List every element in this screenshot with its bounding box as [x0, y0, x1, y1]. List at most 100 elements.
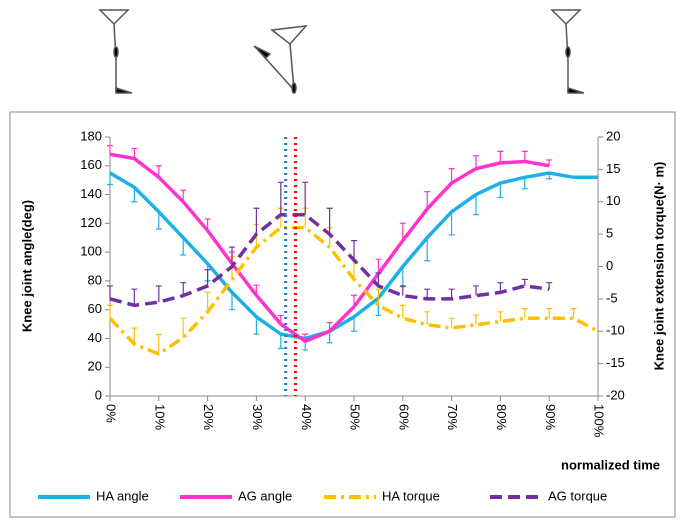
- error-bar: [253, 316, 260, 335]
- y2-tick-label: -5: [606, 290, 618, 305]
- error-bar: [277, 334, 284, 350]
- error-bar: [180, 237, 187, 256]
- y2-tick-label: 5: [606, 226, 613, 241]
- error-bar: [131, 327, 138, 345]
- stick-figures: [98, 9, 585, 94]
- error-bar: [107, 285, 113, 299]
- y-axis-label: Knee joint angle(deg): [19, 200, 34, 332]
- series-line: [109, 171, 598, 341]
- x-tick-label: 90%: [543, 404, 558, 430]
- y-tick-label: 160: [80, 157, 102, 172]
- y2-axis-label: Knee joint extension torque(N· m): [651, 162, 666, 371]
- error-bar: [277, 181, 284, 215]
- figure-hip: [270, 25, 308, 46]
- error-bar: [473, 194, 479, 216]
- x-tick-label: 40%: [299, 404, 314, 430]
- error-bar: [473, 285, 479, 296]
- error-bar: [497, 150, 504, 163]
- y2-tick-label: 20: [606, 128, 620, 143]
- y-tick-label: 120: [80, 215, 102, 230]
- error-bar: [180, 282, 187, 296]
- x-tick-label: 0%: [104, 404, 119, 423]
- error-bar: [448, 317, 455, 329]
- legend-label: AG angle: [238, 488, 292, 503]
- series-line: [109, 152, 550, 344]
- legend-label: HA angle: [96, 488, 149, 503]
- figure-foot: [567, 86, 585, 94]
- error-bar: [180, 317, 187, 338]
- error-bar: [546, 307, 553, 319]
- y2-tick-label: -15: [606, 355, 625, 370]
- error-bar: [399, 285, 406, 296]
- error-bar: [302, 181, 309, 215]
- error-bar: [253, 207, 260, 235]
- error-bar: [424, 311, 431, 325]
- error-bar: [399, 304, 406, 319]
- error-bar: [497, 183, 504, 199]
- y2-tick-label: 10: [606, 193, 620, 208]
- error-bar: [521, 278, 528, 286]
- error-bar: [424, 237, 431, 262]
- error-bar: [521, 177, 528, 190]
- error-bar: [204, 269, 211, 286]
- error-bar: [521, 307, 528, 319]
- y-tick-label: 40: [88, 330, 102, 345]
- error-bar: [155, 333, 162, 354]
- series-line: [108, 225, 599, 356]
- y2-tick-label: -10: [606, 323, 625, 338]
- y-tick-label: 140: [80, 186, 102, 201]
- y-tick-label: 60: [88, 301, 102, 316]
- y2-tick-label: -20: [606, 387, 625, 402]
- error-bar: [399, 222, 406, 241]
- x-tick-label: 30%: [250, 404, 265, 430]
- x-tick-label: 100%: [592, 404, 607, 438]
- error-bar: [448, 168, 455, 184]
- error-bar: [107, 304, 113, 319]
- figure-hip: [550, 9, 582, 26]
- error-bar: [351, 316, 357, 332]
- error-bar: [473, 314, 479, 325]
- x-tick-label: 70%: [445, 404, 460, 430]
- x-tick-label: 20%: [201, 404, 216, 430]
- y2-tick-label: 15: [606, 161, 620, 176]
- error-bar: [351, 240, 357, 261]
- figure-marker: [565, 46, 571, 58]
- error-bar: [204, 291, 211, 312]
- figure-foot: [253, 45, 272, 60]
- y-tick-label: 180: [80, 128, 102, 143]
- x-tick-label: 50%: [348, 404, 363, 430]
- y-tick-label: 20: [88, 359, 102, 374]
- figure-marker: [291, 82, 297, 94]
- error-bar: [375, 288, 382, 306]
- legend-label: AG torque: [548, 488, 607, 503]
- error-bar: [473, 155, 479, 169]
- error-bar: [229, 292, 235, 311]
- x-tick-label: 80%: [494, 404, 509, 430]
- chart-frame: [9, 111, 676, 518]
- error-bar: [131, 288, 138, 306]
- error-bar: [107, 145, 113, 155]
- y-tick-label: 100: [80, 244, 102, 259]
- x-tick-label: 10%: [152, 404, 167, 430]
- y2-tick-label: 0: [606, 258, 613, 273]
- figure-marker: [113, 46, 119, 58]
- figure-foot: [115, 86, 133, 94]
- error-bar: [570, 307, 577, 319]
- error-bar: [155, 211, 162, 230]
- y-tick-label: 0: [95, 387, 102, 402]
- error-bar: [326, 207, 333, 235]
- x-axis-label: normalized time: [561, 457, 660, 472]
- x-tick-label: 60%: [396, 404, 411, 430]
- error-bar: [326, 331, 333, 344]
- error-bar: [229, 246, 235, 267]
- legend-label: HA torque: [382, 488, 440, 503]
- error-bar: [448, 211, 455, 236]
- error-bar: [155, 285, 162, 303]
- figure-thigh: [289, 43, 295, 91]
- figure-hip: [98, 9, 130, 26]
- y-tick-label: 80: [88, 272, 102, 287]
- error-bar: [424, 191, 431, 209]
- error-bar: [497, 311, 504, 322]
